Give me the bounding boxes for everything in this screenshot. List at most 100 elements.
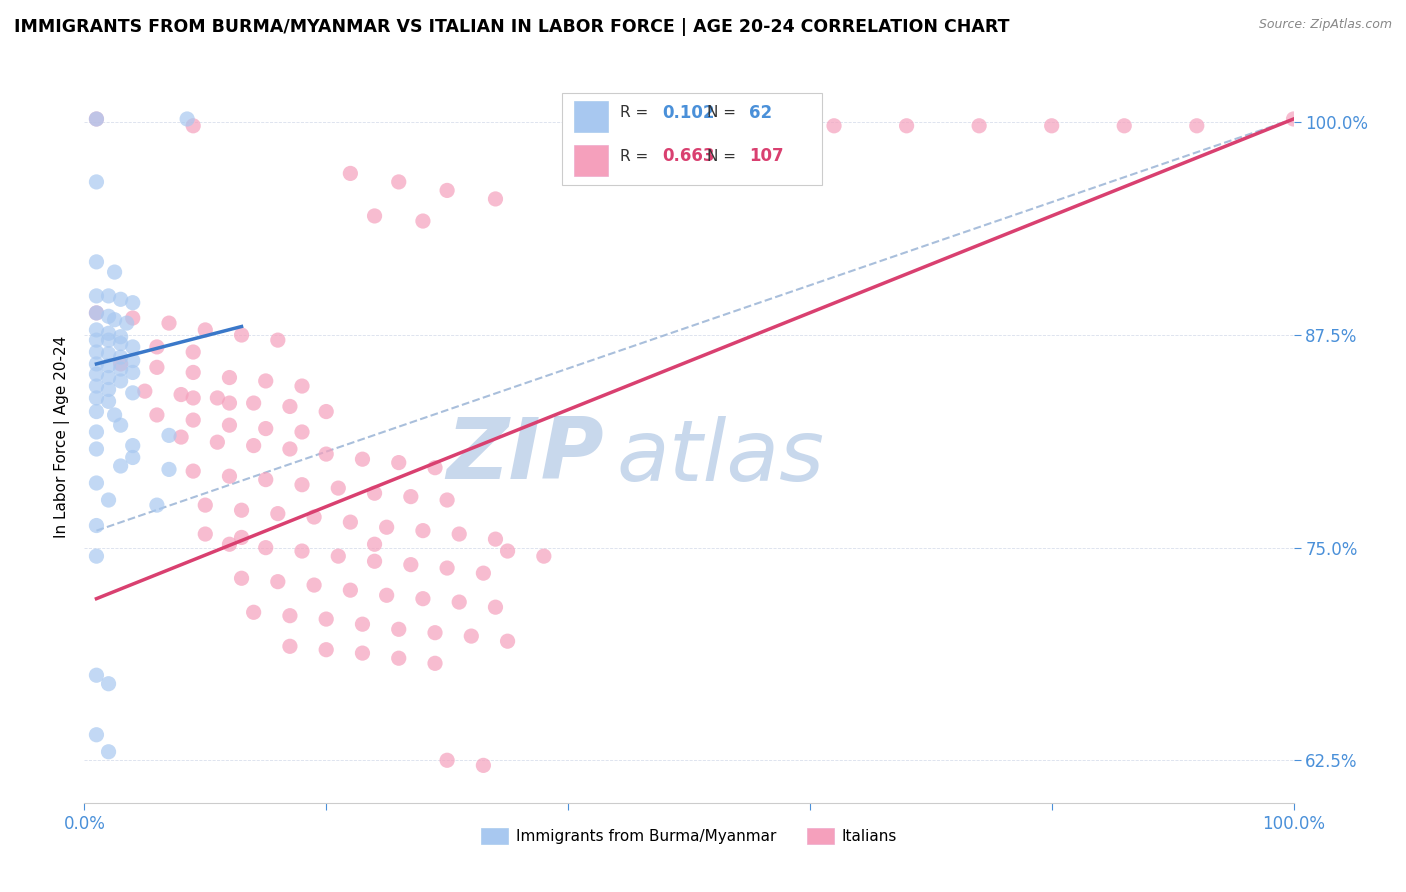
Text: 107: 107 (749, 147, 785, 165)
Point (115, 316, 138, 330)
Point (97, 394, 120, 409)
Point (242, 605, 264, 619)
Point (181, 366, 204, 380)
Point (110, 329, 132, 343)
Point (121, 340, 143, 354)
Point (1040, 119, 1063, 133)
Point (254, 473, 277, 487)
Point (484, 532, 506, 546)
Point (1282, 112, 1305, 126)
Point (121, 385, 143, 400)
Point (291, 425, 314, 439)
Point (146, 340, 169, 354)
Point (86, 442, 108, 456)
Point (352, 646, 374, 660)
Point (315, 612, 337, 626)
Point (218, 370, 240, 384)
Text: N =: N = (707, 149, 741, 164)
Point (104, 265, 127, 279)
Point (231, 328, 253, 343)
Point (315, 447, 337, 461)
Point (157, 316, 180, 330)
Point (110, 458, 132, 473)
Point (157, 462, 180, 476)
Point (86, 391, 108, 405)
Point (146, 498, 169, 512)
Point (181, 391, 204, 405)
Point (121, 439, 143, 453)
Point (339, 166, 361, 180)
Point (181, 345, 204, 359)
Text: 0.663: 0.663 (662, 147, 714, 165)
Point (231, 531, 253, 545)
Point (267, 333, 290, 347)
Point (86, 255, 108, 269)
Point (278, 608, 301, 623)
Point (86, 345, 108, 359)
Point (97, 310, 120, 324)
Point (146, 408, 169, 422)
Point (339, 515, 361, 529)
Point (121, 353, 143, 368)
Point (181, 464, 204, 478)
Point (97, 370, 120, 384)
Point (86, 425, 108, 439)
Point (86, 333, 108, 347)
Y-axis label: In Labor Force | Age 20-24: In Labor Force | Age 20-24 (55, 336, 70, 538)
Point (181, 119, 204, 133)
Point (1185, 119, 1208, 133)
Point (472, 566, 495, 581)
Point (423, 460, 446, 475)
Point (218, 418, 240, 433)
Point (231, 571, 253, 585)
Point (97, 359, 120, 373)
Point (291, 477, 314, 491)
Point (363, 554, 385, 568)
Point (110, 374, 132, 388)
Point (302, 578, 325, 592)
Point (121, 366, 143, 380)
Point (194, 323, 217, 337)
Point (484, 600, 506, 615)
Point (146, 360, 169, 375)
Bar (574, 101, 607, 132)
Point (176, 112, 198, 126)
Point (110, 357, 132, 371)
Point (375, 588, 398, 602)
Text: 62: 62 (749, 103, 772, 121)
Point (436, 183, 458, 197)
Point (412, 591, 434, 606)
Point (86, 112, 108, 126)
Point (460, 629, 482, 643)
Point (97, 347, 120, 361)
Point (86, 175, 108, 189)
Point (363, 486, 385, 500)
Point (86, 518, 108, 533)
Point (738, 119, 761, 133)
Point (86, 668, 108, 682)
Point (484, 192, 506, 206)
Point (278, 640, 301, 654)
Point (104, 312, 127, 326)
Point (121, 311, 143, 326)
Point (207, 391, 229, 405)
Point (254, 374, 277, 388)
Point (436, 753, 458, 767)
Legend: Immigrants from Burma/Myanmar, Italians: Immigrants from Burma/Myanmar, Italians (475, 822, 903, 850)
Text: atlas: atlas (616, 416, 824, 499)
Point (110, 362, 132, 376)
Point (302, 510, 325, 524)
Point (231, 503, 253, 517)
Text: 0.102: 0.102 (662, 103, 714, 121)
Point (218, 469, 240, 483)
Point (86, 367, 108, 381)
Point (97, 677, 120, 691)
Point (399, 490, 422, 504)
Point (86, 379, 108, 393)
Point (86, 357, 108, 371)
Point (967, 119, 990, 133)
Point (86, 323, 108, 337)
Point (291, 379, 314, 393)
Text: Source: ZipAtlas.com: Source: ZipAtlas.com (1258, 18, 1392, 31)
Point (97, 745, 120, 759)
